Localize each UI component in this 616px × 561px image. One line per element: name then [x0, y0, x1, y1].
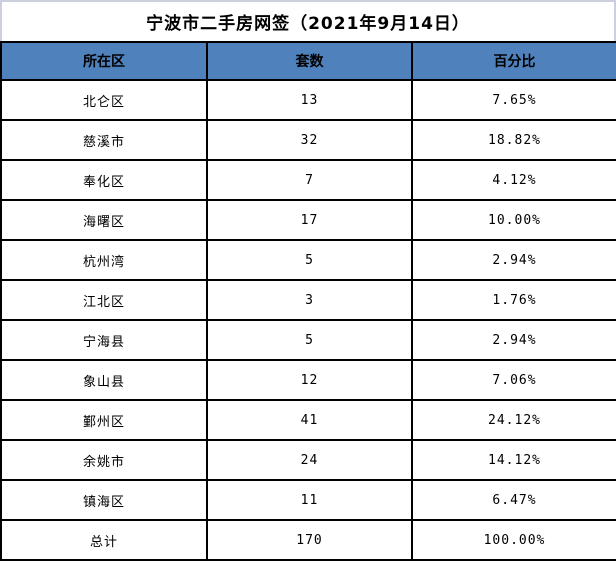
- percent-cell: 7.65%: [411, 79, 616, 121]
- units-cell: 17: [206, 199, 413, 241]
- percent-cell: 2.94%: [411, 319, 616, 361]
- percent-cell: 2.94%: [411, 239, 616, 281]
- units-cell: 11: [206, 479, 413, 521]
- district-cell: 鄞州区: [0, 399, 208, 441]
- district-cell: 慈溪市: [0, 119, 208, 161]
- units-cell: 32: [206, 119, 413, 161]
- header-row: 所在区 套数 百分比: [0, 41, 616, 81]
- percent-cell: 14.12%: [411, 439, 616, 481]
- table-row: 慈溪市 32 18.82%: [0, 119, 616, 161]
- units-cell: 24: [206, 439, 413, 481]
- district-cell: 总计: [0, 519, 208, 561]
- district-cell: 宁海县: [0, 319, 208, 361]
- table-row: 江北区 3 1.76%: [0, 279, 616, 321]
- units-cell: 5: [206, 239, 413, 281]
- column-header-units: 套数: [206, 41, 413, 81]
- percent-cell: 10.00%: [411, 199, 616, 241]
- table-row: 北仑区 13 7.65%: [0, 79, 616, 121]
- district-cell: 余姚市: [0, 439, 208, 481]
- district-cell: 镇海区: [0, 479, 208, 521]
- table-row: 杭州湾 5 2.94%: [0, 239, 616, 281]
- table-row: 象山县 12 7.06%: [0, 359, 616, 401]
- district-cell: 海曙区: [0, 199, 208, 241]
- column-header-percent: 百分比: [411, 41, 616, 81]
- units-cell: 7: [206, 159, 413, 201]
- units-cell: 41: [206, 399, 413, 441]
- title-bar: 宁波市二手房网签（2021年9月14日）: [0, 0, 616, 41]
- percent-cell: 7.06%: [411, 359, 616, 401]
- percent-cell: 6.47%: [411, 479, 616, 521]
- percent-cell: 1.76%: [411, 279, 616, 321]
- table-row: 海曙区 17 10.00%: [0, 199, 616, 241]
- table-row: 奉化区 7 4.12%: [0, 159, 616, 201]
- table-row: 余姚市 24 14.12%: [0, 439, 616, 481]
- units-cell: 5: [206, 319, 413, 361]
- units-cell: 12: [206, 359, 413, 401]
- table-row: 鄞州区 41 24.12%: [0, 399, 616, 441]
- column-header-district: 所在区: [0, 41, 208, 81]
- units-cell: 3: [206, 279, 413, 321]
- units-cell: 170: [206, 519, 413, 561]
- district-cell: 象山县: [0, 359, 208, 401]
- page-title: 宁波市二手房网签（2021年9月14日）: [146, 14, 470, 34]
- table-row: 宁海县 5 2.94%: [0, 319, 616, 361]
- signings-table: 所在区 套数 百分比 北仑区 13 7.65% 慈溪市 32 18.82% 奉化…: [0, 41, 616, 561]
- percent-cell: 100.00%: [411, 519, 616, 561]
- district-cell: 北仑区: [0, 79, 208, 121]
- district-cell: 奉化区: [0, 159, 208, 201]
- district-cell: 杭州湾: [0, 239, 208, 281]
- table-row-total: 总计 170 100.00%: [0, 519, 616, 561]
- percent-cell: 4.12%: [411, 159, 616, 201]
- district-cell: 江北区: [0, 279, 208, 321]
- percent-cell: 18.82%: [411, 119, 616, 161]
- units-cell: 13: [206, 79, 413, 121]
- table-row: 镇海区 11 6.47%: [0, 479, 616, 521]
- percent-cell: 24.12%: [411, 399, 616, 441]
